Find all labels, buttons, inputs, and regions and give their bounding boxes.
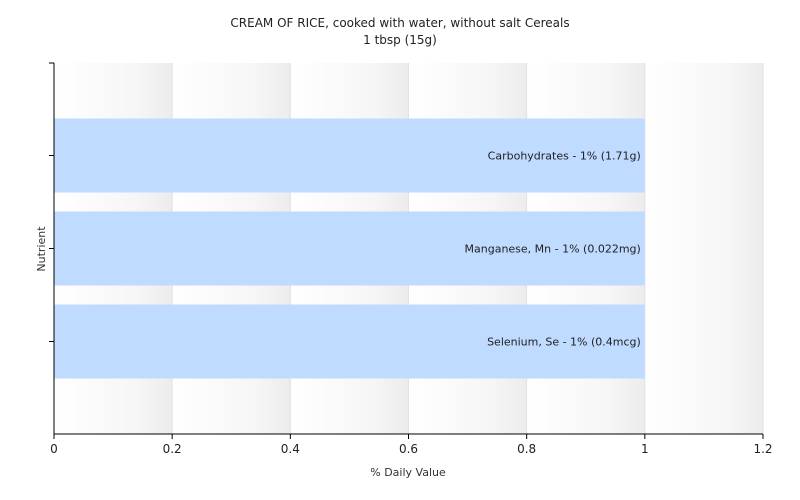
x-tick-label: 0 (50, 442, 58, 456)
chart-title: CREAM OF RICE, cooked with water, withou… (230, 16, 570, 30)
x-tick-label: 1.2 (753, 442, 772, 456)
plot-band (644, 63, 763, 434)
y-axis-label: Nutrient (35, 226, 48, 272)
bar-label: Manganese, Mn - 1% (0.022mg) (465, 243, 641, 256)
x-tick-label: 1 (641, 442, 649, 456)
bar (54, 211, 645, 286)
chart-subtitle: 1 tbsp (15g) (363, 33, 437, 47)
x-tick-label: 0.6 (399, 442, 418, 456)
x-tick-label: 0.8 (517, 442, 536, 456)
bar-label: Carbohydrates - 1% (1.71g) (488, 150, 641, 163)
bar (54, 304, 645, 379)
x-tick-label: 0.2 (163, 442, 182, 456)
x-tick-label: 0.4 (281, 442, 300, 456)
bar (54, 118, 645, 193)
bar-label: Selenium, Se - 1% (0.4mcg) (487, 336, 641, 349)
x-axis-label: % Daily Value (370, 466, 446, 479)
